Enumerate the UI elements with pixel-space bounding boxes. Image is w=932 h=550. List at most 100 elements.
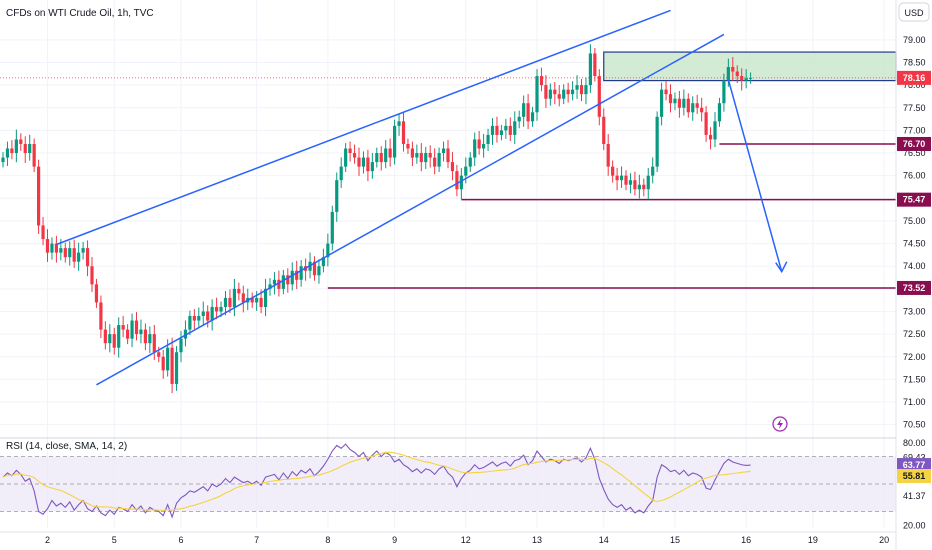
time-tick-label: 20 [879, 535, 889, 545]
chart-title: CFDs on WTI Crude Oil, 1h, TVC [6, 8, 154, 19]
candle-body [450, 162, 455, 172]
candle-body [121, 325, 125, 330]
candle-body [691, 103, 695, 113]
candle [473, 132, 477, 167]
candle-body [5, 148, 10, 158]
candle-body [562, 89, 566, 99]
level-badge-label: 75.47 [903, 195, 926, 205]
candle-body [94, 284, 99, 303]
candle [134, 312, 139, 341]
candle-body [446, 148, 450, 163]
candle [68, 241, 72, 266]
candle-body [557, 94, 561, 99]
candle-body [339, 166, 343, 181]
candle-body [19, 139, 23, 144]
currency-button[interactable] [898, 2, 930, 22]
candle [713, 112, 717, 148]
candle-body [179, 338, 183, 353]
candle-body [32, 143, 36, 167]
candle [508, 117, 512, 142]
candle-body [588, 53, 592, 86]
candle [357, 147, 361, 176]
candle [419, 143, 423, 172]
candle [117, 317, 121, 358]
candle-body [370, 162, 374, 172]
candle [317, 259, 321, 284]
candle [597, 69, 601, 126]
candle-body [499, 130, 503, 135]
candle-body [401, 121, 406, 144]
time-tick-label: 6 [178, 535, 183, 545]
candle [704, 106, 708, 142]
candle-body [148, 334, 152, 344]
time-tick-label: 15 [670, 535, 680, 545]
candle [700, 97, 704, 122]
candle-body [37, 166, 41, 226]
candle [139, 319, 143, 344]
candle-body [290, 270, 294, 285]
candle-body [686, 98, 690, 113]
candle [54, 235, 58, 263]
time-tick-label: 13 [532, 535, 542, 545]
candle-body [81, 248, 85, 253]
candle-body [744, 78, 748, 81]
candle-body [317, 266, 321, 276]
candle [477, 130, 481, 155]
rsi-line [2, 443, 751, 519]
candle-body [437, 153, 441, 167]
candle-body [237, 288, 241, 294]
candle-body [490, 125, 495, 135]
candle [228, 289, 232, 314]
candle [557, 84, 561, 107]
candle [335, 172, 339, 222]
candle-body [419, 153, 423, 163]
time-tick-label: 7 [254, 535, 259, 545]
candle-body [366, 157, 370, 172]
candle-body [628, 180, 633, 185]
candle-body [139, 329, 143, 335]
candle-body [68, 248, 72, 258]
candle-body [361, 157, 366, 167]
candle [495, 116, 499, 143]
candle-body [330, 211, 334, 244]
price-tick-label: 79.00 [903, 35, 926, 45]
candle [526, 94, 530, 130]
candle-body [50, 243, 54, 253]
candle-body [539, 76, 544, 86]
candle-body [633, 180, 637, 190]
candle-body [526, 103, 530, 122]
candle [562, 84, 566, 105]
time-tick-label: 2 [45, 535, 50, 545]
price-tick-label: 78.00 [903, 80, 926, 90]
candle-body [375, 153, 379, 163]
candle [45, 229, 50, 262]
candle-body [731, 67, 735, 72]
candle [237, 282, 241, 301]
candle-body [286, 275, 290, 285]
candle-body [495, 125, 499, 135]
candle [10, 140, 14, 160]
candle [152, 324, 156, 360]
candle-body [77, 252, 81, 262]
candle [642, 178, 646, 197]
candle-body [637, 184, 641, 190]
price-tick-label: 70.50 [903, 420, 926, 430]
lightning-icon[interactable] [772, 416, 788, 432]
rsi-tick-label: 20.00 [903, 520, 926, 530]
candle-body [486, 134, 490, 144]
candle-body [677, 98, 681, 108]
rsi-band [0, 456, 896, 512]
candle-body [468, 157, 472, 167]
candle-body [571, 89, 575, 95]
candle-body [441, 148, 446, 154]
candle [28, 134, 32, 161]
candle [339, 157, 343, 188]
candle [584, 77, 588, 105]
candle [571, 81, 575, 101]
candle-body [143, 329, 147, 344]
candle-body [295, 270, 299, 280]
candle [393, 119, 397, 165]
price-tick-label: 72.50 [903, 329, 926, 339]
candle [486, 128, 490, 151]
